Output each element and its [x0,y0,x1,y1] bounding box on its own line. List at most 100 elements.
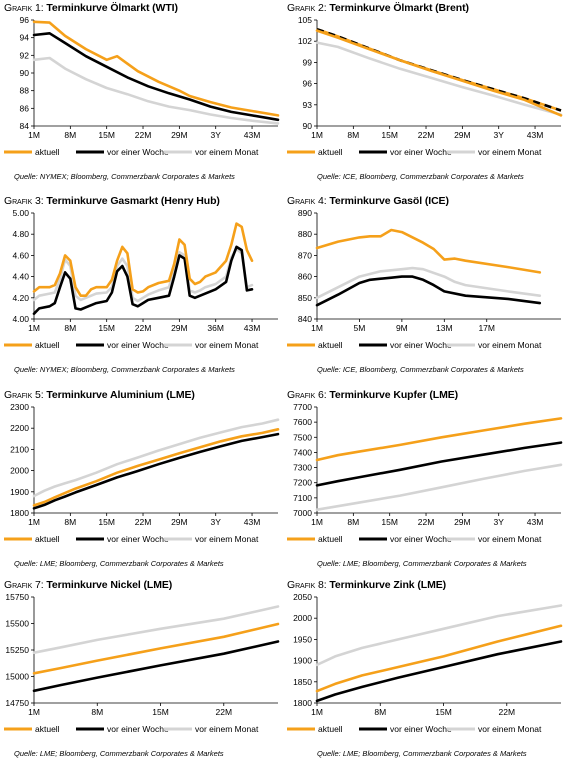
x-tick-label: 29M [171,130,188,140]
x-tick-label: 43M [244,130,261,140]
y-tick-label: 7300 [293,463,312,473]
legend-label: aktuell [35,534,60,544]
y-tick-label: 880 [298,229,312,239]
y-tick-label: 2200 [10,423,29,433]
chart-panel-7: Grafik 7: Terminkurve Nickel (LME) 14750 1… [0,577,283,767]
chart-panel-2: Grafik 2: Terminkurve Ölmarkt (Brent) 90 9… [283,0,566,190]
y-tick-label: 99 [303,57,313,67]
y-tick-label: 7400 [293,447,312,457]
x-tick-label: 15M [381,517,398,527]
legend-label: vor einem Monat [195,534,259,544]
y-tick-label: 1900 [10,487,29,497]
y-tick-label: 15250 [5,645,29,655]
series-line-current [32,622,280,675]
legend-label: vor einer Woche [107,534,169,544]
chart-svg: 4.00 4.20 4.40 4.60 4.80 5.00 1M 8M 15M 22M 29M 36M… [4,208,278,350]
series-line-current [315,228,542,274]
x-tick-label: 43M [527,130,544,140]
chart-title: Grafik 5: Terminkurve Aluminium (LME) [4,389,195,401]
y-tick-label: 90 [303,121,313,131]
chart-label: Grafik 7: [4,579,44,591]
x-tick-label: 1M [311,323,323,333]
legend-label: vor einer Woche [390,534,452,544]
x-tick-label: 1M [311,707,323,717]
x-tick-label: 1M [311,517,323,527]
x-tick-label: 22M [418,130,435,140]
y-tick-label: 2300 [10,402,29,412]
y-tick-label: 4.40 [12,272,29,282]
chart-title-text: Terminkurve Kupfer (LME) [329,389,459,401]
chart-title-text: Terminkurve Ölmarkt (Brent) [329,2,469,14]
chart-label: Grafik 1: [4,2,44,14]
x-tick-label: 1M [28,130,40,140]
y-tick-label: 94 [20,33,30,43]
legend-label: vor einer Woche [107,340,169,350]
x-tick-label: 3Y [493,517,504,527]
x-tick-label: 8M [64,130,76,140]
y-tick-label: 92 [20,50,30,60]
y-tick-label: 2100 [10,444,29,454]
x-tick-label: 22M [135,130,152,140]
y-tick-label: 1950 [293,634,312,644]
x-tick-label: 3Y [493,130,504,140]
chart-title: Grafik 8: Terminkurve Zink (LME) [287,579,446,591]
x-tick-label: 8M [64,323,76,333]
series-line-week [32,640,280,693]
x-tick-label: 1M [28,517,40,527]
y-tick-label: 7000 [293,508,312,518]
legend-label: vor einem Monat [195,724,259,734]
chart-panel-4: Grafik 4: Terminkurve Gasöl (ICE) 840 850 8… [283,193,566,383]
chart-svg: 84 86 88 90 92 94 96 1M 8M 15M 22M 29M 3Y 43M aktuell v… [4,15,280,157]
x-tick-label: 29M [454,517,471,527]
x-tick-label: 22M [216,707,233,717]
x-tick-label: 9M [396,323,408,333]
y-tick-label: 7700 [293,402,312,412]
chart-label: Grafik 8: [287,579,327,591]
chart-title-text: Terminkurve Gasmarkt (Henry Hub) [46,195,220,207]
series-line-month [315,266,542,300]
chart-panel-5: Grafik 5: Terminkurve Aluminium (LME) 180… [0,387,283,577]
y-tick-label: 890 [298,208,312,218]
y-tick-label: 4.60 [12,250,29,260]
y-tick-label: 1800 [10,508,29,518]
x-tick-label: 15M [98,323,115,333]
legend-label: vor einem Monat [478,340,542,350]
x-tick-label: 22M [499,707,516,717]
legend-label: vor einem Monat [195,147,259,157]
y-tick-label: 4.80 [12,229,29,239]
legend-label: aktuell [35,340,60,350]
chart-source: Quelle: LME; Bloomberg, Commerzbank Corp… [14,749,224,758]
series-line-week [32,432,280,510]
chart-svg: 90 93 96 99 102 105 1M 8M 15M 22M 29M 3Y 43M aktuell v… [287,15,563,157]
y-tick-label: 15000 [5,672,29,682]
legend-label: vor einem Monat [478,724,542,734]
x-tick-label: 15M [152,707,169,717]
series-line-week [315,275,542,307]
chart-title: Grafik 2: Terminkurve Ölmarkt (Brent) [287,2,469,14]
legend-label: aktuell [318,534,343,544]
y-tick-label: 7600 [293,417,312,427]
series-line-current [32,222,254,297]
series-line-current [32,20,280,117]
x-tick-label: 22M [418,517,435,527]
y-tick-label: 90 [20,68,30,78]
chart-panel-3: Grafik 3: Terminkurve Gasmarkt (Henry Hu… [0,193,283,383]
legend-label: aktuell [35,147,60,157]
series-line-month [315,463,563,511]
x-tick-label: 3Y [210,130,221,140]
series-line-current [315,624,563,693]
x-tick-label: 36M [207,323,224,333]
y-tick-label: 7100 [293,493,312,503]
series-line-current [315,417,563,462]
legend-label: vor einem Monat [478,534,542,544]
x-tick-label: 8M [91,707,103,717]
chart-title: Grafik 4: Terminkurve Gasöl (ICE) [287,195,449,207]
legend-label: vor einer Woche [390,147,452,157]
y-tick-label: 93 [303,100,313,110]
y-tick-label: 1800 [293,698,312,708]
legend-label: vor einer Woche [390,724,452,734]
x-tick-label: 3Y [210,517,221,527]
series-line-month [315,604,563,667]
y-tick-label: 86 [20,103,30,113]
legend-label: aktuell [318,147,343,157]
